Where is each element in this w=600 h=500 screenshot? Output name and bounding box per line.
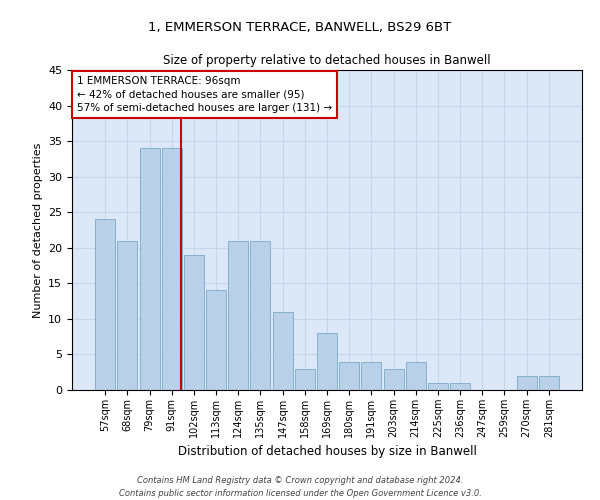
Bar	[317, 333, 337, 390]
X-axis label: Distribution of detached houses by size in Banwell: Distribution of detached houses by size …	[178, 446, 476, 458]
Bar	[95, 220, 115, 390]
Bar	[140, 148, 160, 390]
Bar	[361, 362, 382, 390]
Bar	[383, 368, 404, 390]
Bar	[295, 368, 315, 390]
Text: Contains HM Land Registry data © Crown copyright and database right 2024.
Contai: Contains HM Land Registry data © Crown c…	[119, 476, 481, 498]
Bar	[250, 240, 271, 390]
Y-axis label: Number of detached properties: Number of detached properties	[32, 142, 43, 318]
Bar	[272, 312, 293, 390]
Bar	[228, 240, 248, 390]
Bar	[118, 240, 137, 390]
Bar	[450, 383, 470, 390]
Text: 1, EMMERSON TERRACE, BANWELL, BS29 6BT: 1, EMMERSON TERRACE, BANWELL, BS29 6BT	[148, 21, 452, 34]
Bar	[428, 383, 448, 390]
Bar	[339, 362, 359, 390]
Bar	[162, 148, 182, 390]
Bar	[184, 255, 204, 390]
Bar	[539, 376, 559, 390]
Bar	[206, 290, 226, 390]
Bar	[517, 376, 536, 390]
Text: 1 EMMERSON TERRACE: 96sqm
← 42% of detached houses are smaller (95)
57% of semi-: 1 EMMERSON TERRACE: 96sqm ← 42% of detac…	[77, 76, 332, 113]
Title: Size of property relative to detached houses in Banwell: Size of property relative to detached ho…	[163, 54, 491, 68]
Bar	[406, 362, 426, 390]
